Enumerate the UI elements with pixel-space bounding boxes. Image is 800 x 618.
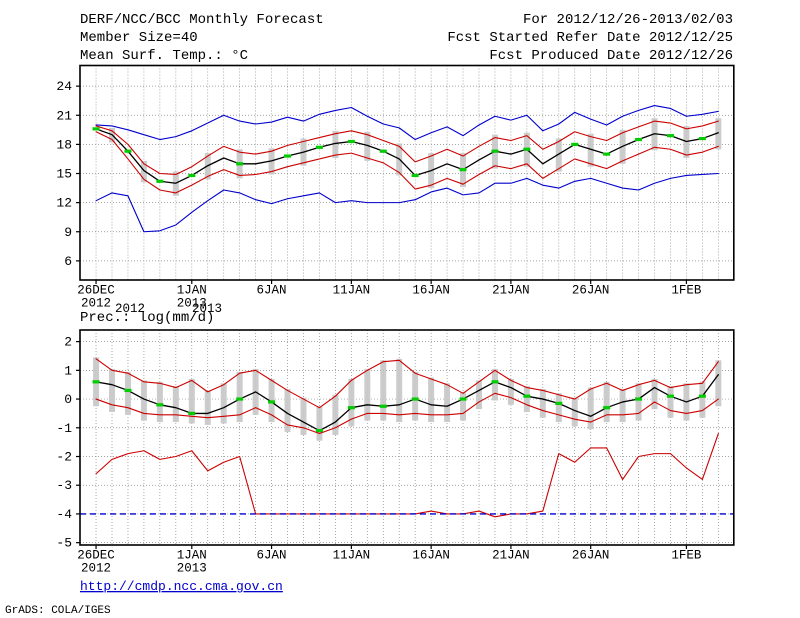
svg-text:1JAN: 1JAN: [177, 549, 207, 563]
svg-text:18: 18: [56, 137, 72, 152]
svg-text:24: 24: [56, 79, 72, 94]
svg-text:11JAN: 11JAN: [333, 549, 371, 563]
svg-text:1FEB: 1FEB: [671, 549, 702, 563]
svg-text:12: 12: [56, 196, 72, 211]
svg-text:1FEB: 1FEB: [671, 284, 702, 298]
svg-text:21JAN: 21JAN: [492, 549, 530, 563]
svg-text:16JAN: 16JAN: [412, 549, 450, 563]
svg-text:Fcst Produced Date 2012/12/26: Fcst Produced Date 2012/12/26: [489, 48, 733, 64]
svg-text:26JAN: 26JAN: [572, 284, 610, 298]
svg-text:2013: 2013: [177, 562, 207, 576]
svg-text:http://cmdp.ncc.cma.gov.cn: http://cmdp.ncc.cma.gov.cn: [80, 579, 283, 594]
svg-text:26DEC: 26DEC: [77, 284, 115, 298]
svg-text:-4: -4: [56, 507, 72, 522]
svg-text:2: 2: [64, 335, 72, 350]
svg-text:15: 15: [56, 167, 72, 182]
svg-text:Member Size=40: Member Size=40: [80, 30, 198, 46]
svg-text:2012: 2012: [81, 297, 111, 311]
svg-text:26DEC: 26DEC: [77, 549, 115, 563]
svg-text:2012: 2012: [115, 302, 145, 316]
svg-text:-3: -3: [56, 478, 72, 493]
svg-text:2012: 2012: [81, 562, 111, 576]
svg-text:6JAN: 6JAN: [257, 284, 287, 298]
svg-text:16JAN: 16JAN: [412, 284, 450, 298]
svg-text:1: 1: [64, 363, 72, 378]
svg-text:For 2012/12/26-2013/02/03: For 2012/12/26-2013/02/03: [523, 12, 733, 28]
svg-text:6JAN: 6JAN: [257, 549, 287, 563]
svg-text:1JAN: 1JAN: [177, 284, 207, 298]
svg-text:11JAN: 11JAN: [333, 284, 371, 298]
svg-text:21JAN: 21JAN: [492, 284, 530, 298]
svg-text:0: 0: [64, 392, 72, 407]
svg-text:21: 21: [56, 108, 72, 123]
svg-text:26JAN: 26JAN: [572, 549, 610, 563]
svg-text:9: 9: [64, 225, 72, 240]
svg-text:-2: -2: [56, 450, 72, 465]
svg-text:-5: -5: [56, 536, 72, 551]
svg-text:2013: 2013: [192, 302, 222, 316]
svg-text:GrADS: COLA/IGES: GrADS: COLA/IGES: [5, 605, 111, 617]
svg-text:Fcst Started Refer Date 2012/1: Fcst Started Refer Date 2012/12/25: [447, 30, 733, 46]
svg-text:Mean Surf. Temp.: °C: Mean Surf. Temp.: °C: [80, 48, 248, 64]
svg-text:6: 6: [64, 254, 72, 269]
svg-text:DERF/NCC/BCC Monthly Forecast: DERF/NCC/BCC Monthly Forecast: [80, 12, 324, 28]
svg-text:-1: -1: [56, 421, 72, 436]
